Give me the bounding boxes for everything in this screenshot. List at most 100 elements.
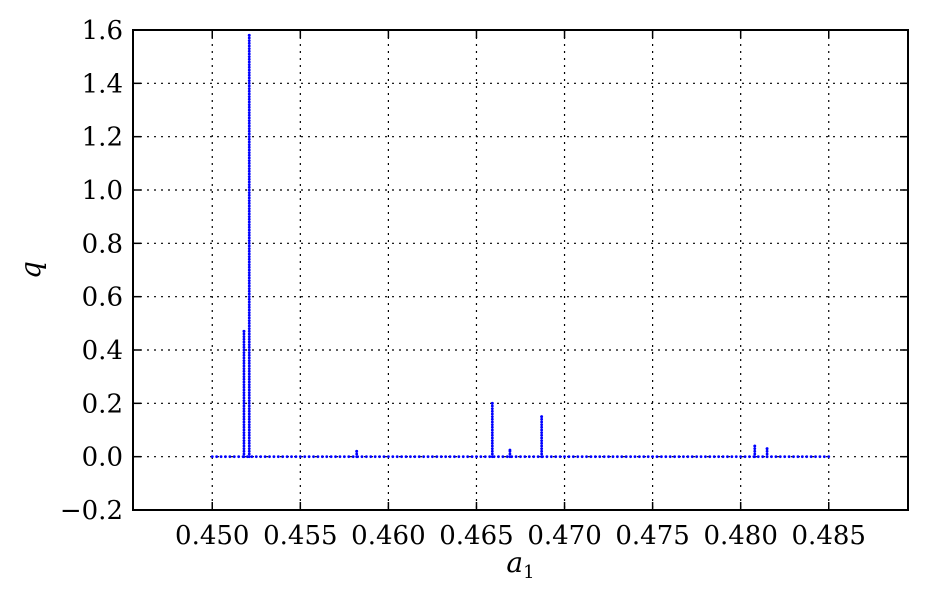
spike-point	[247, 100, 251, 104]
spike-point	[247, 281, 251, 285]
baseline-point	[338, 455, 342, 459]
baseline-point	[461, 455, 465, 459]
spike-point	[247, 343, 251, 347]
spike-point	[247, 404, 251, 408]
spike-point	[247, 60, 251, 64]
spike-point	[242, 385, 246, 389]
spike-point	[247, 415, 251, 419]
spike-point	[247, 121, 251, 125]
baseline-point	[809, 455, 813, 459]
spike-point	[247, 271, 251, 275]
spike-point	[247, 215, 251, 219]
spike-point	[508, 455, 512, 459]
spike-point	[247, 268, 251, 272]
spike-point	[247, 204, 251, 208]
spike-point	[247, 89, 251, 93]
spike-point	[247, 353, 251, 357]
baseline-point	[475, 455, 478, 459]
baseline-point	[527, 455, 531, 459]
baseline-point	[281, 455, 285, 459]
spike-point	[247, 300, 251, 304]
spike-point	[247, 276, 251, 280]
baseline-point	[677, 455, 681, 459]
baseline-point	[422, 455, 426, 459]
spike-point	[247, 183, 251, 187]
baseline-point	[607, 455, 610, 459]
baseline-point	[342, 455, 346, 459]
plot-frame	[132, 29, 909, 511]
spike-point	[247, 425, 251, 429]
spike-point	[753, 452, 757, 456]
spike-point	[247, 335, 251, 339]
spike-point	[242, 351, 246, 355]
spike-point	[242, 380, 246, 384]
spike-point	[490, 420, 494, 424]
spike-point	[247, 65, 251, 69]
spike-point	[247, 92, 251, 96]
baseline-point	[303, 455, 307, 459]
spike-point	[247, 36, 251, 40]
baseline-point	[347, 455, 351, 459]
spike-point	[247, 145, 251, 149]
y-tick-label: −0.2	[60, 496, 123, 526]
spike-top-point	[753, 444, 757, 448]
spike-point	[490, 423, 494, 427]
spike-point	[242, 348, 246, 352]
spike-point	[247, 348, 251, 352]
spike-point	[242, 335, 246, 339]
spike-point	[247, 223, 251, 227]
spike-point	[247, 439, 251, 443]
spike-point	[247, 199, 251, 203]
spike-point	[247, 95, 251, 99]
spike-point	[247, 327, 251, 331]
baseline-point	[232, 455, 236, 459]
baseline-point	[224, 455, 227, 459]
spike-point	[247, 356, 251, 360]
spike-point	[247, 127, 251, 131]
spike-point	[247, 169, 251, 173]
spike-point	[247, 377, 251, 381]
spike-point	[242, 361, 246, 365]
baseline-point	[479, 455, 483, 459]
spike-point	[247, 372, 251, 376]
spike-point	[242, 409, 246, 413]
baseline-point	[215, 455, 219, 459]
baseline-point	[695, 455, 699, 459]
baseline-point	[792, 455, 795, 459]
spike-point	[242, 412, 246, 416]
spike-point	[247, 68, 251, 72]
baseline-point	[316, 455, 320, 459]
spike-point	[247, 212, 251, 216]
spike-point	[247, 340, 251, 344]
baseline-point	[228, 455, 232, 459]
x-tick-label: 0.450	[175, 521, 249, 551]
spike-point	[247, 273, 251, 277]
spike-point	[242, 367, 246, 371]
baseline-point	[404, 455, 408, 459]
spike-point	[247, 364, 251, 368]
spike-point	[540, 449, 544, 453]
baseline-point	[497, 455, 500, 459]
spike-point	[247, 228, 251, 232]
baseline-point	[664, 455, 668, 459]
spike-point	[247, 119, 251, 123]
baseline-point	[312, 455, 315, 459]
spike-point	[540, 439, 544, 443]
baseline-point	[629, 455, 632, 459]
baseline-point	[483, 455, 487, 459]
spike-point	[247, 172, 251, 176]
baseline-point	[787, 455, 791, 459]
spike-point	[247, 303, 251, 307]
baseline-point	[409, 455, 412, 459]
spike-point	[490, 439, 494, 443]
spike-top-point	[242, 329, 246, 333]
baseline-point	[294, 455, 298, 459]
baseline-point	[254, 455, 258, 459]
spike-point	[247, 292, 251, 296]
spike-point	[490, 417, 494, 421]
baseline-point	[453, 455, 456, 459]
spike-point	[247, 241, 251, 245]
baseline-point	[734, 455, 738, 459]
spike-point	[242, 396, 246, 400]
baseline-point	[660, 455, 663, 459]
